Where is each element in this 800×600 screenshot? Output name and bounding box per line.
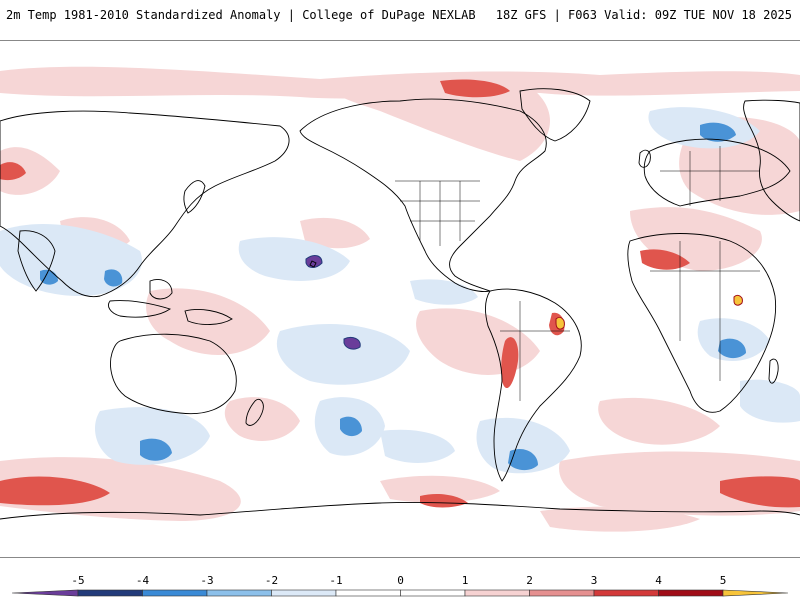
political-borders xyxy=(395,146,760,401)
legend-color-segment xyxy=(271,589,337,597)
legend-color-segment xyxy=(400,589,466,597)
legend-color-segment xyxy=(658,589,724,597)
model-run-info: 18Z GFS | F063 Valid: 09Z TUE NOV 18 202… xyxy=(495,8,792,22)
legend-color-segment xyxy=(529,589,595,597)
legend-color-segments xyxy=(11,589,789,597)
europe-outline xyxy=(643,138,791,207)
legend-tick-label: 0 xyxy=(397,574,404,587)
legend-tick-label: -1 xyxy=(329,574,342,587)
north-america-outline xyxy=(299,98,547,292)
legend-tick-label: -5 xyxy=(71,574,84,587)
strong-warm-anomaly-areas xyxy=(0,79,800,508)
british-isles-outline xyxy=(638,149,651,168)
legend-tick-labels: -5 -4 -3 -2 -1 0 1 2 3 4 5 xyxy=(71,574,726,587)
legend-tick-label: 5 xyxy=(720,574,727,587)
legend-color-segment xyxy=(142,589,208,597)
japan-outline xyxy=(183,180,206,214)
legend-tick-label: 3 xyxy=(591,574,598,587)
south-america-outline xyxy=(485,288,582,482)
greenland-outline xyxy=(519,88,591,142)
legend-color-segment xyxy=(593,589,659,597)
header: 2m Temp 1981-2010 Standardized Anomaly |… xyxy=(0,0,800,40)
india-outline xyxy=(17,230,56,292)
borneo-outline xyxy=(149,279,173,300)
legend-tick-label: -3 xyxy=(200,574,213,587)
legend-color-segment xyxy=(206,589,272,597)
legend-tick-label: -4 xyxy=(136,574,150,587)
antarctica-outline xyxy=(0,502,800,520)
asia-east-outline xyxy=(743,99,800,222)
legend-tick-label: 2 xyxy=(526,574,533,587)
legend-tick-label: 1 xyxy=(462,574,469,587)
legend-tick-label: 4 xyxy=(655,574,662,587)
anomaly-map xyxy=(0,40,800,558)
legend-color-segment xyxy=(722,589,789,597)
legend-tick-label: -2 xyxy=(265,574,278,587)
strong-cold-anomaly-areas xyxy=(40,122,746,471)
extreme-warm-spots xyxy=(555,294,743,330)
new-zealand-outline xyxy=(245,398,264,426)
australia-outline xyxy=(110,333,237,415)
legend-color-segment xyxy=(77,589,143,597)
new-guinea-outline xyxy=(184,308,233,325)
legend-color-segment xyxy=(464,589,530,597)
color-legend: -5 -4 -3 -2 -1 0 1 2 3 4 5 xyxy=(0,566,800,600)
legend-color-segment xyxy=(335,589,401,597)
coastlines xyxy=(0,88,800,520)
asia-outline xyxy=(0,110,290,298)
map-title: 2m Temp 1981-2010 Standardized Anomaly |… xyxy=(6,8,476,22)
legend-color-segment xyxy=(11,589,79,597)
indonesia-outline xyxy=(108,300,172,318)
hawaii-outline xyxy=(309,260,317,268)
madagascar-outline xyxy=(768,358,779,384)
africa-outline xyxy=(627,233,777,413)
